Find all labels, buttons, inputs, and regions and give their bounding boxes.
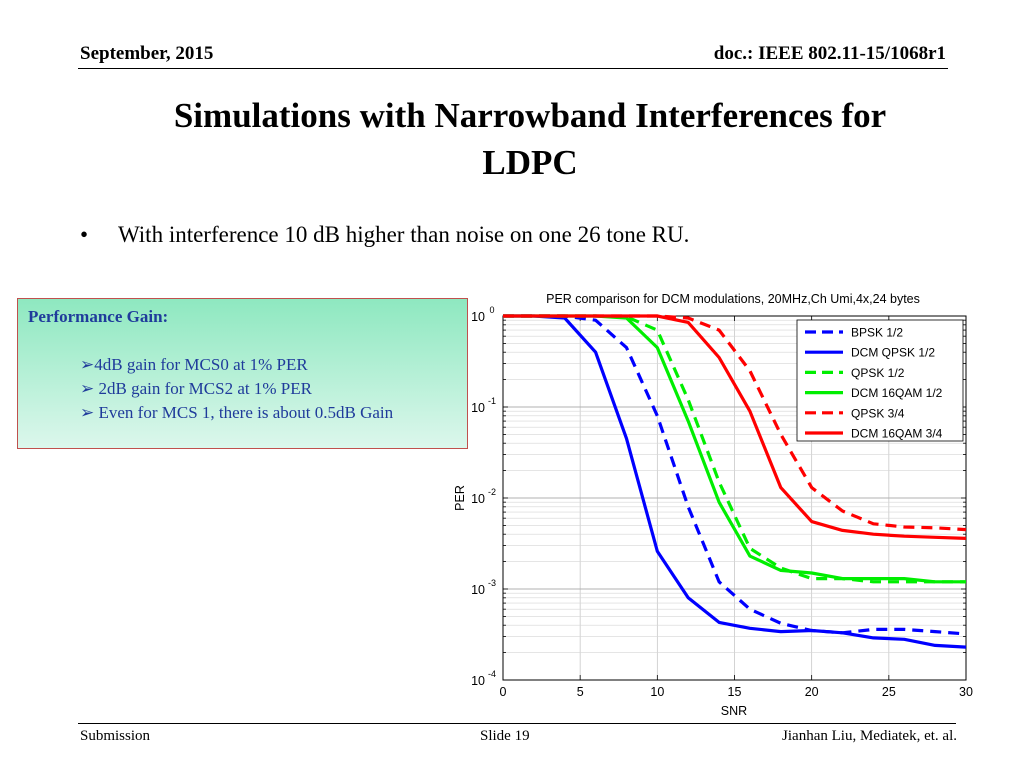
- y-tick-exponent: 0: [489, 305, 494, 315]
- footer-authors: Jianhan Liu, Mediatek, et. al.: [782, 728, 957, 744]
- legend-label-5: DCM 16QAM 3/4: [851, 427, 943, 441]
- performance-gain-box: Performance Gain: ➢4dB gain for MCS0 at …: [17, 298, 468, 449]
- x-axis-label: SNR: [721, 704, 747, 718]
- series-line-5: [503, 314, 967, 540]
- x-tick-labels: 0 5 10 15 20 25 30: [500, 685, 973, 699]
- per-chart: PER comparison for DCM modulations, 20MH…: [453, 292, 973, 718]
- bullet-marker: •: [80, 222, 89, 247]
- gain-item-mcs2: ➢ 2dB gain for MCS2 at 1% PER: [80, 379, 312, 398]
- series-line-0: [503, 314, 967, 636]
- x-tick-label: 0: [500, 685, 507, 699]
- x-tick-label: 10: [650, 685, 664, 699]
- header-rule: [78, 68, 948, 69]
- y-tick-label: 10: [471, 583, 485, 597]
- slide-title-line-2: LDPC: [482, 143, 578, 182]
- y-tick-exponent: -4: [488, 669, 496, 679]
- y-tick-label: 10: [471, 310, 485, 324]
- y-tick-exponent: -2: [488, 487, 496, 497]
- legend-label-3: DCM 16QAM 1/2: [851, 386, 943, 400]
- gain-box-title: Performance Gain:: [28, 307, 169, 326]
- gain-item-mcs1: ➢ Even for MCS 1, there is about 0.5dB G…: [80, 403, 394, 422]
- header-date: September, 2015: [80, 43, 214, 64]
- y-tick-label: 10: [471, 674, 485, 688]
- slide-title: Simulations with Narrowband Interference…: [90, 92, 970, 186]
- header-doc-id: doc.: IEEE 802.11-15/1068r1: [713, 43, 946, 64]
- legend-label-4: QPSK 3/4: [851, 406, 905, 420]
- x-tick-label: 30: [959, 685, 973, 699]
- legend-label-2: QPSK 1/2: [851, 366, 905, 380]
- y-tick-label: 10: [471, 492, 485, 506]
- footer-submission: Submission: [80, 728, 151, 744]
- gain-item-mcs0: ➢4dB gain for MCS0 at 1% PER: [80, 355, 308, 374]
- y-tick-exponent: -1: [488, 396, 496, 406]
- bullet-text: With interference 10 dB higher than nois…: [118, 222, 690, 247]
- slide-title-line-1: Simulations with Narrowband Interference…: [173, 96, 887, 135]
- x-tick-label: 5: [577, 685, 584, 699]
- x-tick-label: 15: [728, 685, 742, 699]
- footer-slide-number: Slide 19: [480, 728, 530, 744]
- chart-title: PER comparison for DCM modulations, 20MH…: [546, 292, 920, 306]
- bullet-item: • With interference 10 dB higher than noi…: [80, 222, 689, 248]
- chart-series: [503, 314, 967, 649]
- y-axis-label: PER: [453, 485, 467, 511]
- y-tick-exponent: -3: [488, 578, 496, 588]
- plot-frame: [502, 315, 967, 681]
- legend-box: [796, 319, 964, 442]
- x-tick-label: 25: [882, 685, 896, 699]
- y-tick-label: 10: [471, 401, 485, 415]
- x-tick-label: 20: [805, 685, 819, 699]
- legend-label-0: BPSK 1/2: [851, 326, 903, 340]
- chart-legend: BPSK 1/2 DCM QPSK 1/2 QPSK 1/2 DCM 16QAM 1/…: [796, 319, 964, 442]
- footer-rule: [78, 723, 956, 724]
- legend-label-1: DCM QPSK 1/2: [851, 346, 935, 360]
- series-line-1: [503, 314, 967, 649]
